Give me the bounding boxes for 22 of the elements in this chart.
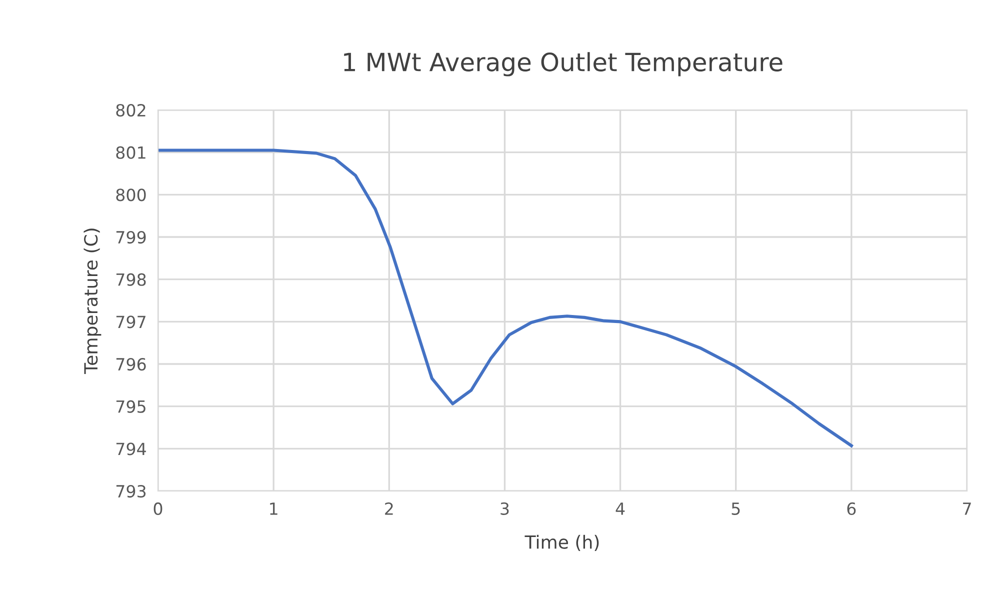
y-tick-label: 798 [116, 273, 146, 286]
x-axis-title: Time (h) [524, 534, 599, 552]
y-tick-label: 796 [116, 358, 146, 371]
x-tick-label: 2 [385, 502, 393, 515]
y-tick-label: 799 [116, 230, 146, 244]
x-tick-label: 3 [500, 502, 509, 516]
y-axis-title: Temperature (C) [84, 228, 102, 374]
y-tick-label: 795 [116, 400, 146, 413]
y-tick-label: 794 [116, 442, 146, 456]
y-tick-label: 802 [116, 104, 146, 117]
y-tick-label: 800 [116, 188, 146, 202]
y-tick-label: 793 [116, 484, 146, 498]
y-tick-label: 797 [116, 316, 146, 328]
x-tick-label: 5 [732, 502, 740, 516]
chart-title: 1 MWt Average Outlet Temperature [344, 52, 782, 76]
x-tick-label: 7 [963, 502, 971, 515]
line-series [158, 148, 853, 448]
x-tick-label: 0 [154, 502, 162, 516]
y-tick-label: 801 [116, 146, 146, 159]
x-tick-label: 1 [270, 502, 278, 515]
x-tick-label: 6 [847, 502, 856, 516]
x-tick-label: 4 [616, 502, 625, 515]
